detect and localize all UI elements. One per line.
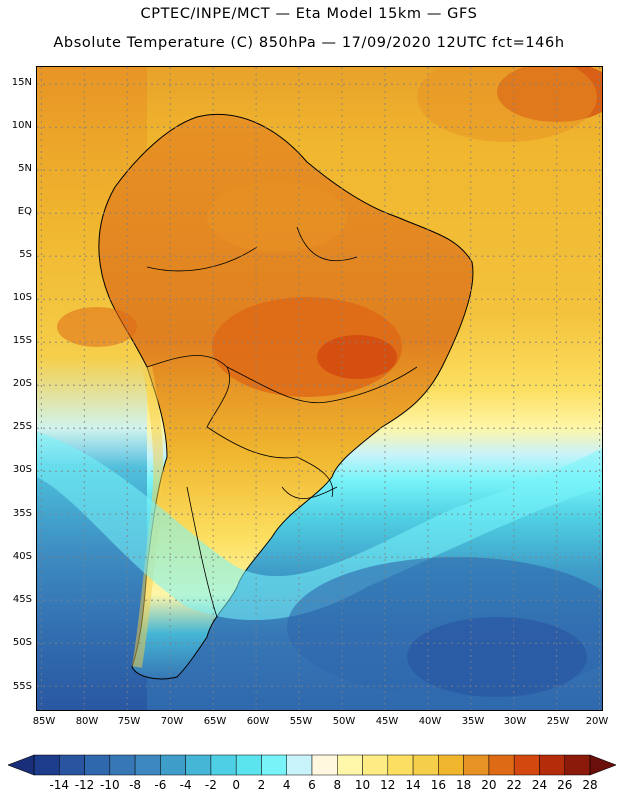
graticule xyxy=(37,67,602,710)
lon-label: 60W xyxy=(246,716,270,727)
lat-label: 40S xyxy=(12,551,32,562)
colorbar-label: -14 xyxy=(49,778,70,792)
lon-label: 20W xyxy=(585,716,609,727)
colorbar-swatch xyxy=(412,754,439,776)
lat-label: EQ xyxy=(17,206,32,217)
lat-label: 5S xyxy=(19,249,32,260)
colorbar-label: 4 xyxy=(282,778,291,792)
colorbar-swatch xyxy=(311,754,338,776)
hot-spot-goias xyxy=(317,335,397,379)
lon-label: 70W xyxy=(160,716,184,727)
map-subtitle: Absolute Temperature (C) 850hPa — 17/09/… xyxy=(53,35,565,51)
lat-label: 5N xyxy=(18,163,32,174)
lon-label: 75W xyxy=(117,716,141,727)
colorbar-swatch xyxy=(539,754,565,776)
colorbar-label: -4 xyxy=(179,778,192,792)
lat-label: 50S xyxy=(12,637,32,648)
colorbar-swatch xyxy=(185,754,212,776)
lon-label: 55W xyxy=(289,716,313,727)
colorbar-swatch xyxy=(564,754,591,776)
colorbar-label: 8 xyxy=(333,778,342,792)
colorbar-swatch xyxy=(286,754,313,776)
colorbar-swatch xyxy=(337,754,363,776)
colorbar-label: 0 xyxy=(232,778,240,792)
lat-label: 10N xyxy=(11,120,32,131)
colorbar-label: 16 xyxy=(430,778,446,792)
colorbar-label: 10 xyxy=(354,778,371,792)
lat-label: 10S xyxy=(12,292,32,303)
cold-front-band xyxy=(37,432,602,621)
colorbar-label: -2 xyxy=(204,778,217,792)
lat-label: 25S xyxy=(12,421,32,432)
colorbar-label: -8 xyxy=(129,778,142,792)
colorbar-swatch xyxy=(84,754,111,776)
colorbar-swatch xyxy=(488,754,515,776)
colorbar-swatch xyxy=(109,754,136,776)
lat-label: 20S xyxy=(12,378,32,389)
colorbar-label: 12 xyxy=(380,778,396,792)
country-borders xyxy=(146,226,418,618)
warm-area-amazon xyxy=(207,182,347,252)
lon-label: 65W xyxy=(203,716,227,727)
lat-label: 45S xyxy=(12,594,32,605)
colorbar-swatch xyxy=(160,754,186,776)
lon-label: 45W xyxy=(375,716,399,727)
colorbar-swatch xyxy=(438,754,464,776)
map-canvas xyxy=(37,67,602,710)
colorbar-over-arrow xyxy=(589,754,616,776)
colorbar-swatch xyxy=(387,754,414,776)
lon-label: 50W xyxy=(332,716,356,727)
colorbar-swatch xyxy=(362,754,389,776)
colorbar-swatch xyxy=(513,754,540,776)
colorbar-label: -6 xyxy=(154,778,167,792)
warm-area-pacific-coast xyxy=(57,307,137,347)
colorbar-under-arrow xyxy=(8,754,35,776)
lat-label: 15N xyxy=(11,77,32,88)
lat-label: 15S xyxy=(12,335,32,346)
lon-label: 25W xyxy=(546,716,570,727)
pacific-field xyxy=(37,67,147,710)
lon-label: 85W xyxy=(32,716,56,727)
lon-label: 35W xyxy=(461,716,485,727)
temperature-map xyxy=(36,66,603,711)
colorbar-label: 14 xyxy=(405,778,421,792)
colorbar-label: 26 xyxy=(557,778,573,792)
colorbar-label: 6 xyxy=(308,778,316,792)
lat-label: 30S xyxy=(12,464,32,475)
lon-label: 30W xyxy=(503,716,527,727)
lon-label: 80W xyxy=(75,716,99,727)
colorbar-label: 22 xyxy=(506,778,522,792)
lat-label: 55S xyxy=(12,681,32,692)
colorbar-swatch xyxy=(59,754,85,776)
warm-area-caribbean xyxy=(417,67,597,142)
colorbar-swatch xyxy=(463,754,490,776)
colorbar-label: 2 xyxy=(257,778,266,792)
colorbar-swatch xyxy=(134,754,161,776)
colorbar-label: 18 xyxy=(455,778,472,792)
colorbar-label: -10 xyxy=(100,778,120,792)
colorbar-swatch xyxy=(33,754,60,776)
colorbar-swatch xyxy=(210,754,237,776)
map-title: CPTEC/INPE/MCT — Eta Model 15km — GFS xyxy=(140,6,478,22)
lon-label: 40W xyxy=(418,716,442,727)
deep-cold-core xyxy=(407,617,587,697)
colorbar-swatch xyxy=(261,754,287,776)
colorbar-label: 28 xyxy=(582,778,598,792)
colorbar-label: 24 xyxy=(531,778,548,792)
colorbar-swatch xyxy=(235,754,262,776)
colorbar-label: -12 xyxy=(74,778,95,792)
colorbar xyxy=(8,754,616,776)
lat-label: 35S xyxy=(12,508,32,519)
colorbar-label: 20 xyxy=(481,778,497,792)
